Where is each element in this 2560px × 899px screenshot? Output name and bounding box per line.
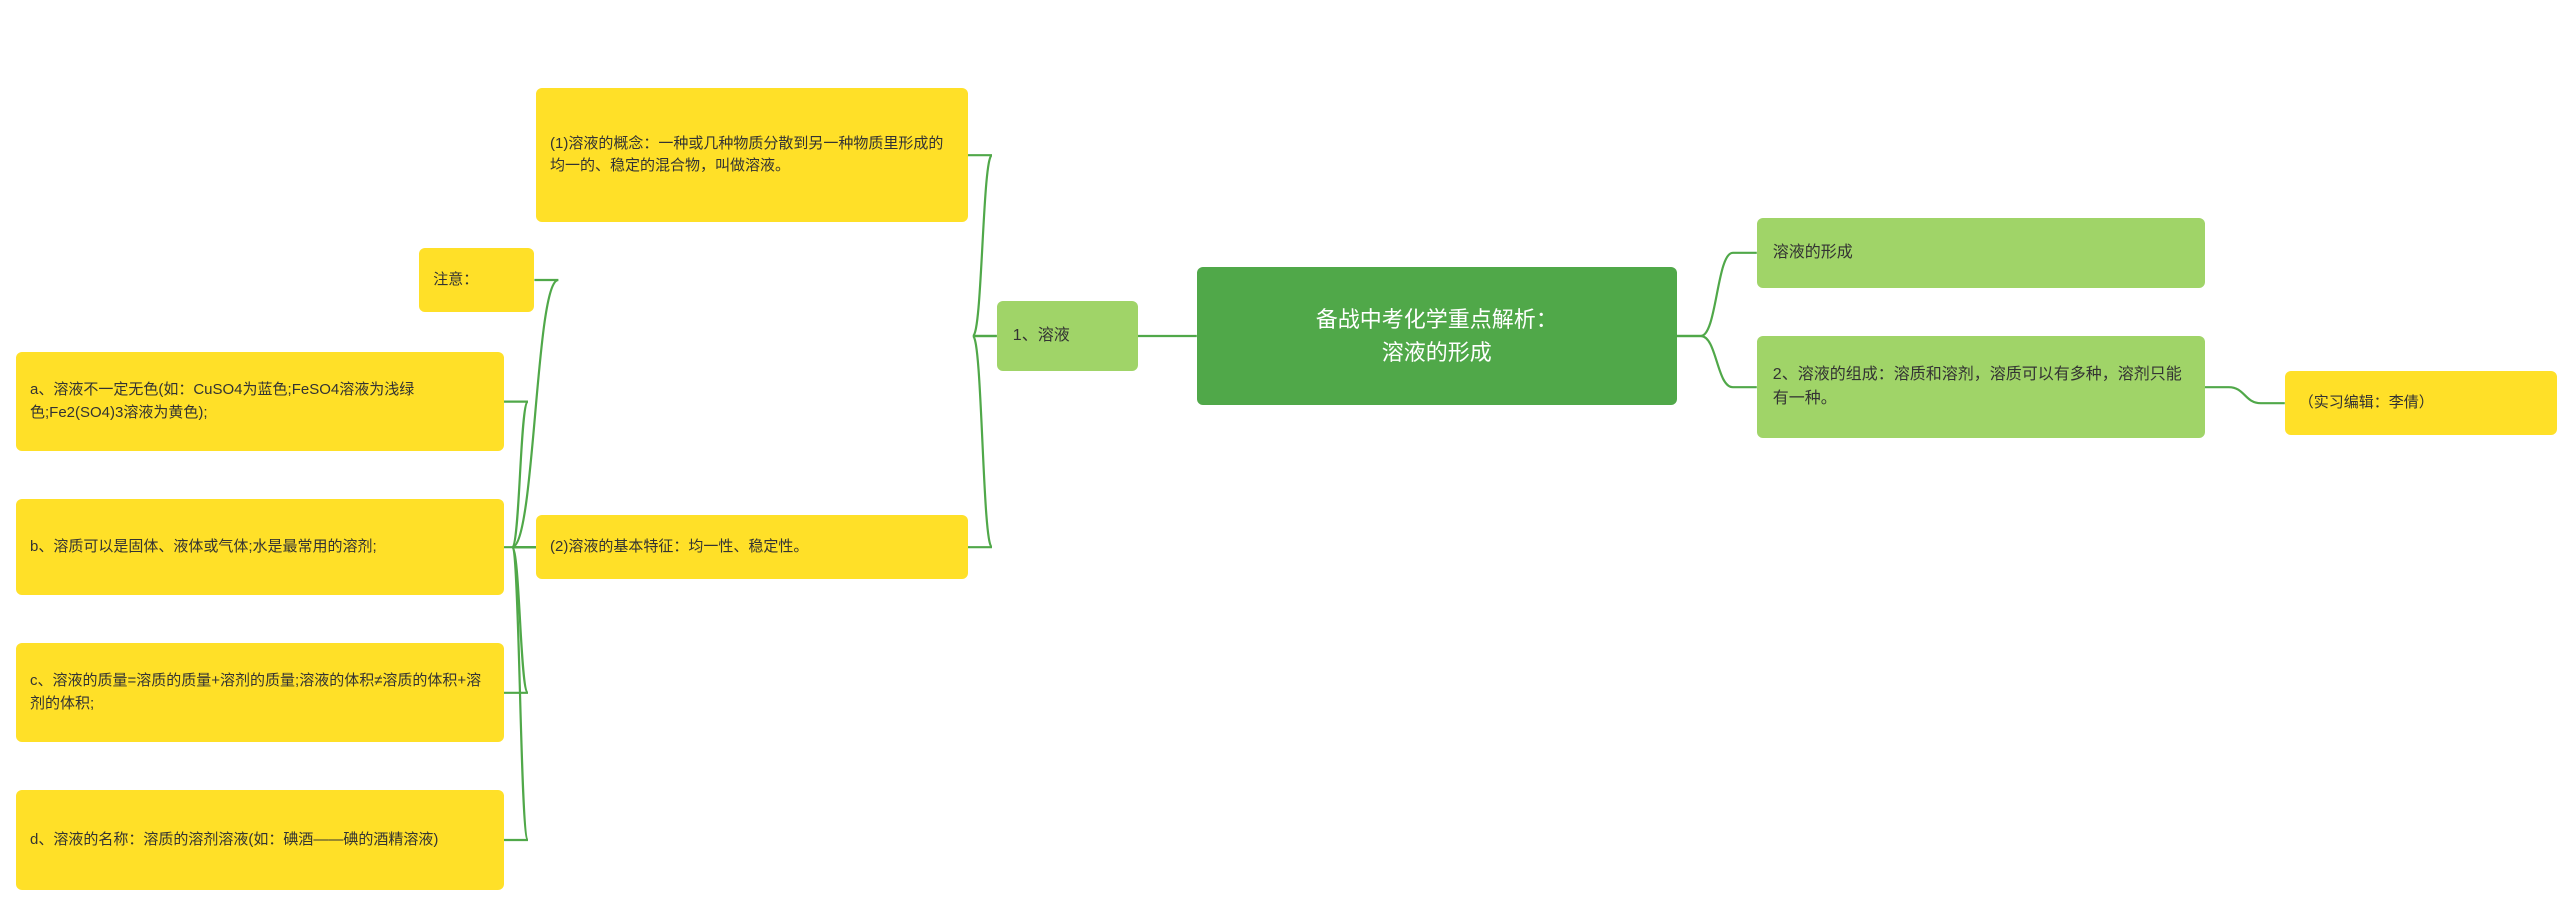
node-l1b-label: (2)溶液的基本特征：均一性、稳定性。 xyxy=(550,536,808,559)
node-r1-label: 溶液的形成 xyxy=(1773,241,1853,265)
node-nc-label: c、溶液的质量=溶质的质量+溶剂的质量;溶液的体积≠溶质的体积+溶剂的体积; xyxy=(30,670,490,715)
node-nb: b、溶质可以是固体、液体或气体;水是最常用的溶剂; xyxy=(16,499,504,595)
edge-root-r1 xyxy=(1677,253,1757,336)
node-r1: 溶液的形成 xyxy=(1757,218,2205,288)
node-nd-label: d、溶液的名称：溶质的溶剂溶液(如：碘酒——碘的酒精溶液) xyxy=(30,829,438,852)
node-l1a-label: (1)溶液的概念：一种或几种物质分散到另一种物质里形成的均一的、稳定的混合物，叫… xyxy=(550,133,954,178)
node-nb-label: b、溶质可以是固体、液体或气体;水是最常用的溶剂; xyxy=(30,536,377,559)
node-nd: d、溶液的名称：溶质的溶剂溶液(如：碘酒——碘的酒精溶液) xyxy=(16,790,504,889)
edge-l1-l1b xyxy=(968,336,997,547)
node-r2: 2、溶液的组成：溶质和溶剂，溶质可以有多种，溶剂只能有一种。 xyxy=(1757,336,2205,438)
node-note: 注意： xyxy=(419,248,534,312)
edge-l1-l1a xyxy=(968,155,997,336)
node-note-label: 注意： xyxy=(433,269,478,292)
node-r2a-label: （实习编辑：李倩） xyxy=(2299,392,2434,415)
node-l1b: (2)溶液的基本特征：均一性、稳定性。 xyxy=(536,515,968,579)
edge-l1b-note xyxy=(512,280,558,547)
edge-r2-r2a xyxy=(2205,387,2285,403)
node-nc: c、溶液的质量=溶质的质量+溶剂的质量;溶液的体积≠溶质的体积+溶剂的体积; xyxy=(16,643,504,742)
node-na-label: a、溶液不一定无色(如：CuSO4为蓝色;FeSO4溶液为浅绿色;Fe2(SO4… xyxy=(30,379,490,424)
edge-l1b-nc xyxy=(504,547,536,693)
node-r2-label: 2、溶液的组成：溶质和溶剂，溶质可以有多种，溶剂只能有一种。 xyxy=(1773,363,2189,411)
edge-root-r2 xyxy=(1677,336,1757,387)
node-root: 备战中考化学重点解析： 溶液的形成 xyxy=(1197,267,1677,405)
node-na: a、溶液不一定无色(如：CuSO4为蓝色;FeSO4溶液为浅绿色;Fe2(SO4… xyxy=(16,352,504,451)
node-l1: 1、溶液 xyxy=(997,301,1138,371)
edge-l1b-nd xyxy=(504,547,536,840)
node-l1-label: 1、溶液 xyxy=(1013,324,1070,348)
node-root-label: 备战中考化学重点解析： 溶液的形成 xyxy=(1316,303,1558,369)
node-l1a: (1)溶液的概念：一种或几种物质分散到另一种物质里形成的均一的、稳定的混合物，叫… xyxy=(536,88,968,222)
edge-l1b-na xyxy=(504,402,536,548)
node-r2a: （实习编辑：李倩） xyxy=(2285,371,2557,435)
